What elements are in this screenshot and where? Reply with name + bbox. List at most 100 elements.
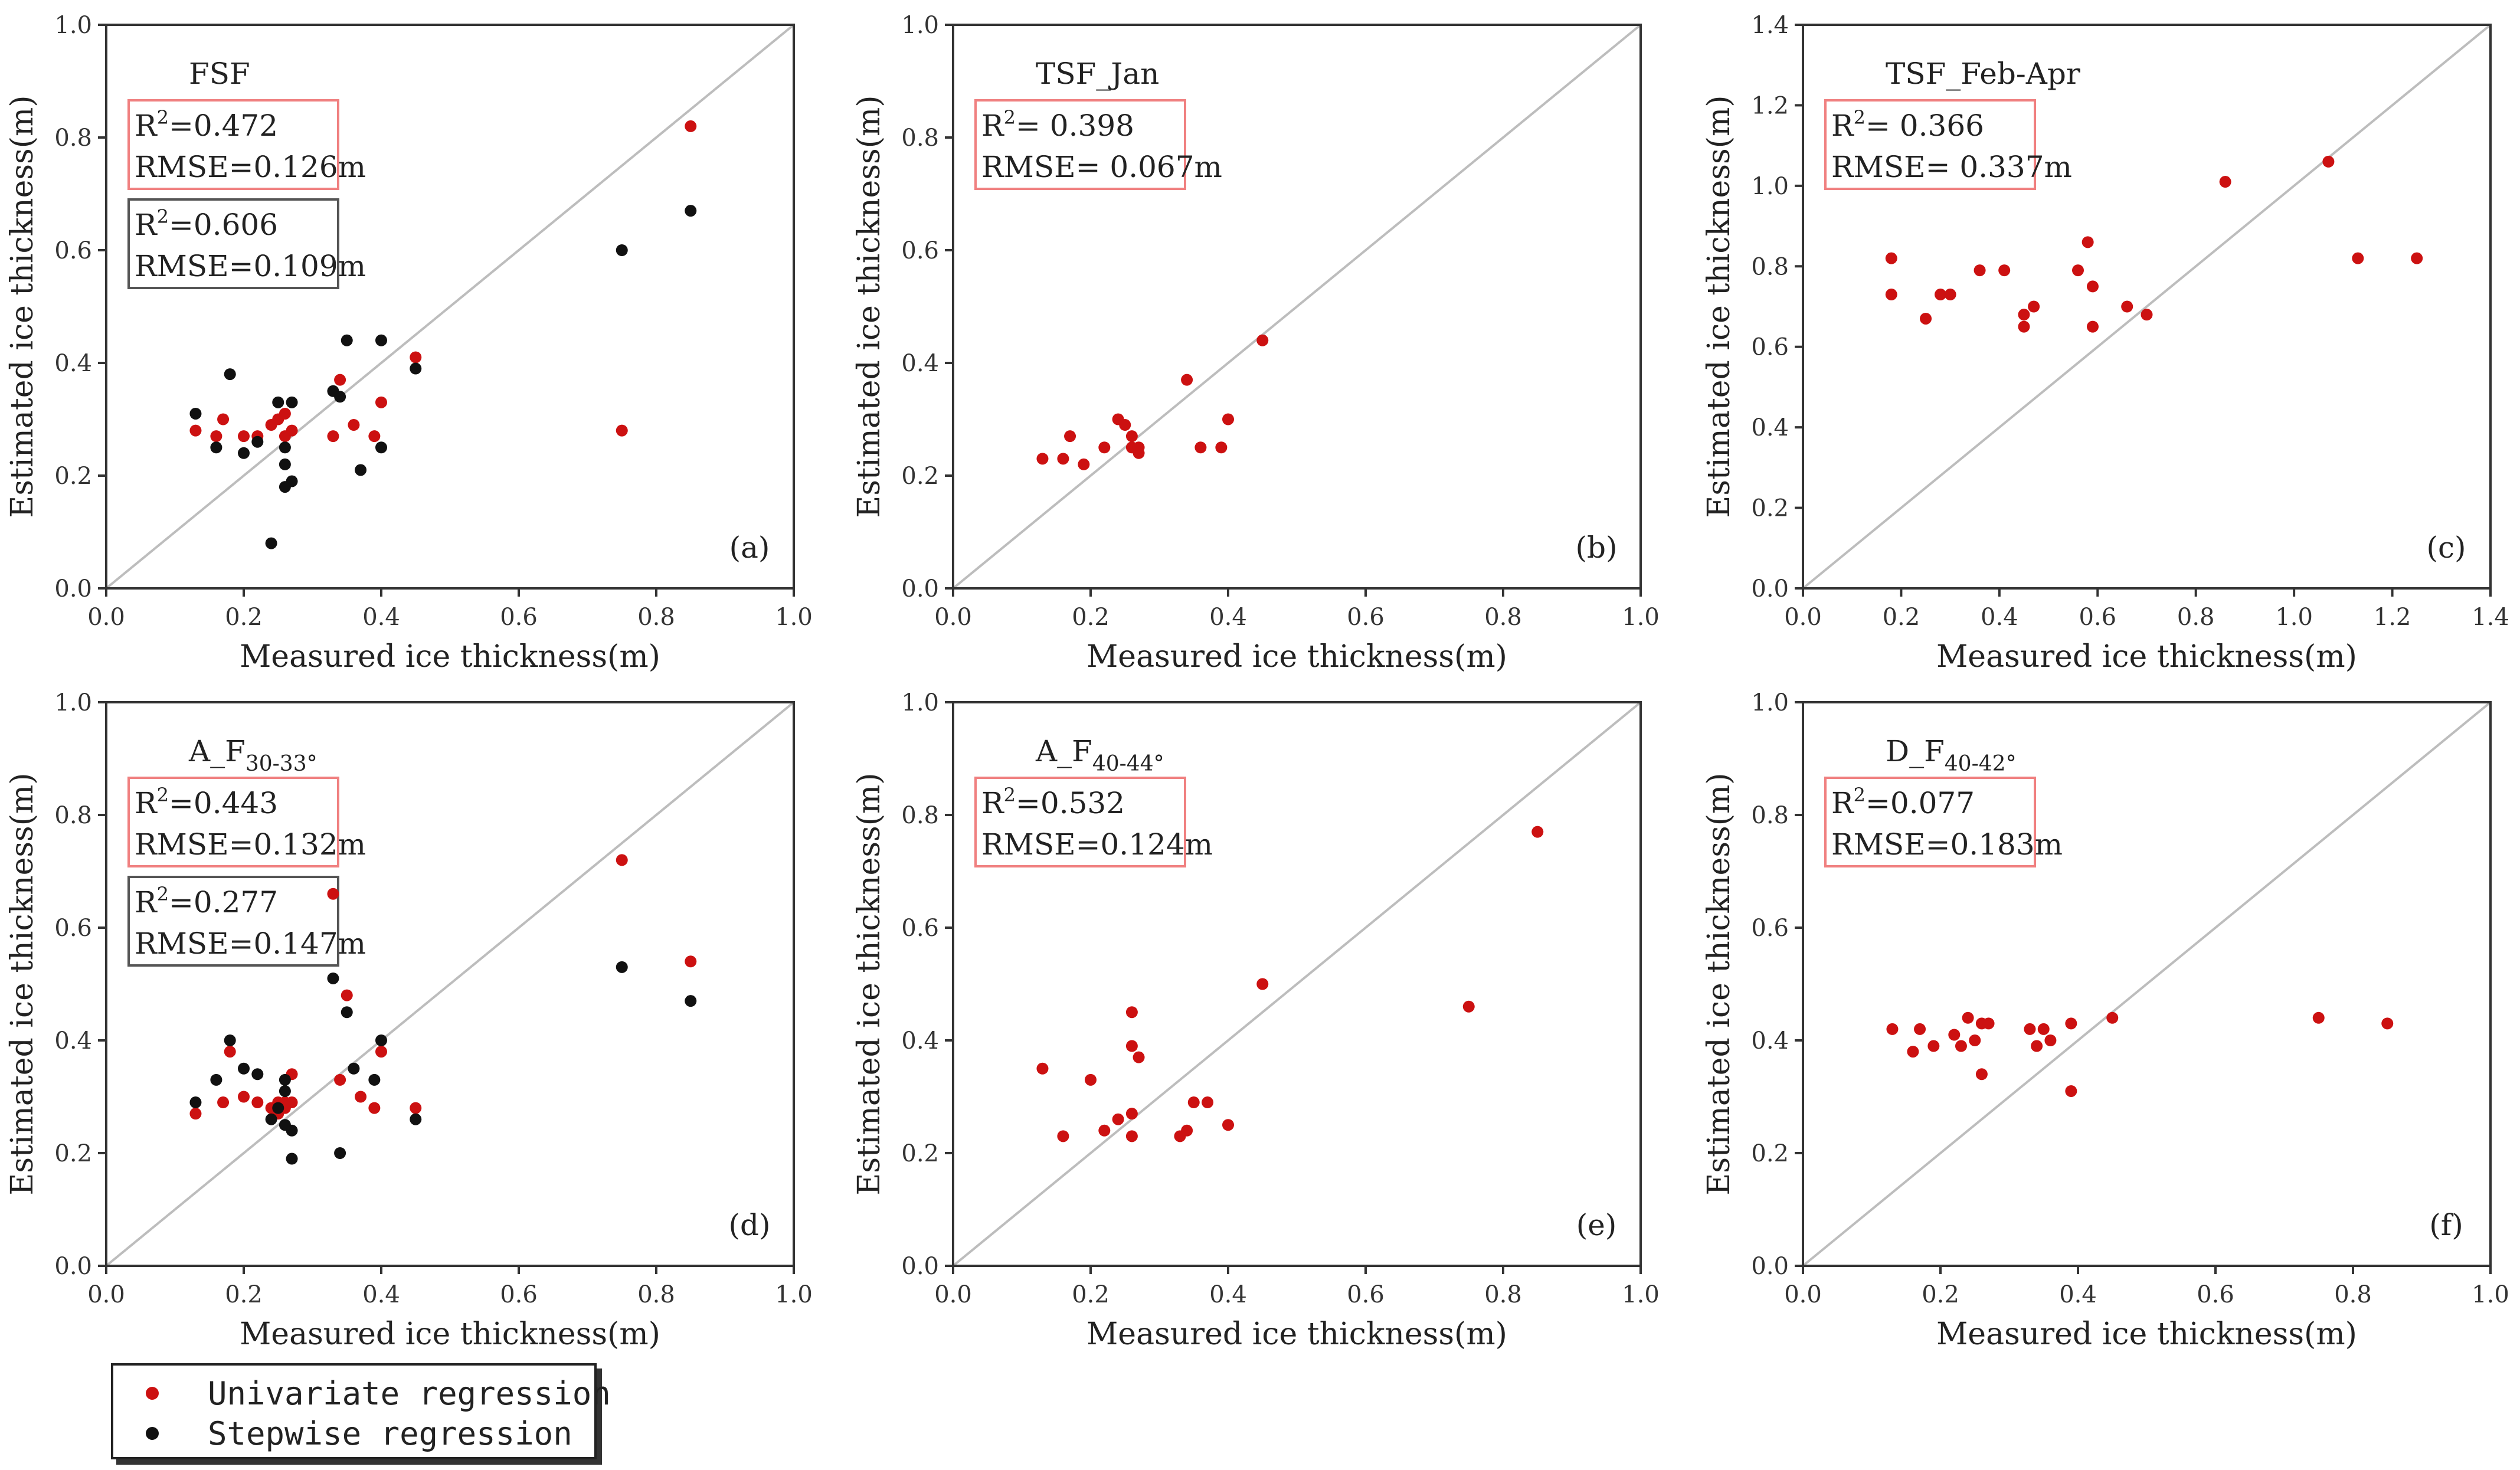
data-point-stepwise — [286, 396, 298, 408]
r-squared-value: =0.472 — [169, 109, 278, 143]
r-squared-symbol: R — [1831, 109, 1854, 143]
panel-title: A_F30-33° — [188, 734, 318, 776]
x-tick-label: 1.2 — [2374, 604, 2411, 631]
rmse-label: RMSE=0.147m — [135, 926, 366, 961]
panel-label: (e) — [1576, 1208, 1617, 1242]
data-point-univariate — [1982, 1017, 1995, 1030]
rmse-label: RMSE=0.132m — [135, 827, 366, 862]
plot-frame — [1802, 24, 2492, 590]
data-point-univariate — [189, 1108, 202, 1120]
data-point-univariate — [2381, 1017, 2394, 1030]
data-point-univariate — [1907, 1046, 1919, 1058]
y-axis-label: Estimated ice thickness(m) — [852, 95, 887, 518]
y-tick-label: 0.4 — [54, 350, 92, 377]
data-point-stepwise — [189, 1096, 202, 1109]
data-point-univariate — [2086, 280, 2099, 293]
y-tick-label: 1.0 — [54, 12, 92, 39]
data-point-stepwise — [210, 441, 222, 454]
data-point-univariate — [1462, 1000, 1475, 1013]
data-point-univariate — [1085, 1073, 1097, 1086]
y-axis-label: Estimated ice thickness(m) — [1701, 772, 1737, 1195]
data-point-univariate — [286, 424, 298, 437]
data-point-stepwise — [410, 362, 422, 375]
data-point-stepwise — [251, 1068, 264, 1081]
data-point-univariate — [1914, 1023, 1926, 1035]
rmse-label: RMSE=0.183m — [1831, 827, 2063, 862]
data-point-univariate — [1187, 1096, 1200, 1109]
data-point-univariate — [2352, 252, 2364, 264]
y-tick-label: 0.0 — [901, 1253, 939, 1280]
data-point-univariate — [238, 1091, 250, 1103]
y-tick-label: 0.8 — [901, 802, 939, 829]
stats-box-univariate — [1824, 777, 2036, 867]
data-point-univariate — [2031, 1040, 2043, 1052]
y-tick-label: 0.0 — [1751, 1253, 1789, 1280]
data-point-stepwise — [685, 995, 697, 1007]
y-tick-label: 0.4 — [1751, 1027, 1789, 1055]
data-point-univariate — [1531, 826, 1544, 838]
data-point-univariate — [2106, 1011, 2119, 1024]
x-tick-label: 0.2 — [225, 1281, 263, 1308]
x-tick-label: 0.8 — [2177, 604, 2215, 631]
x-tick-label: 0.6 — [500, 1281, 538, 1308]
x-tick-label: 1.4 — [2472, 604, 2509, 631]
data-point-univariate — [238, 430, 250, 443]
y-tick-label: 1.0 — [1751, 173, 1789, 200]
data-point-univariate — [1974, 264, 1986, 277]
panel-b: 0.0 0.2 0.4 0.6 0.8 1.0 0.0 0.2 0.4 0.6 0.8 1.0 Meas… — [852, 12, 1660, 675]
data-point-stepwise — [272, 1102, 284, 1114]
legend: Univariate regression Stepwise regressio… — [111, 1363, 611, 1459]
x-tick-label: 0.8 — [637, 604, 675, 631]
data-point-univariate — [1885, 289, 1897, 301]
x-tick-label: 1.0 — [1622, 604, 1660, 631]
data-point-univariate — [375, 396, 387, 408]
data-point-univariate — [2037, 1023, 2050, 1035]
y-tick-label: 0.8 — [54, 802, 92, 829]
x-tick-label: 0.2 — [225, 604, 263, 631]
stats-box-univariate — [127, 99, 339, 190]
panel-a: 0.0 0.2 0.4 0.6 0.8 1.0 0.0 0.2 0.4 0.6 0.8 1.0 Meas… — [5, 12, 813, 675]
r-squared-value: =0.277 — [169, 885, 278, 919]
data-point-univariate — [368, 1102, 381, 1114]
y-axis-label: Estimated ice thickness(m) — [1701, 95, 1737, 518]
x-tick-label: 0.2 — [1883, 604, 1920, 631]
x-tick-label: 0.6 — [2079, 604, 2116, 631]
y-tick-label: 0.2 — [1751, 495, 1789, 522]
data-point-univariate — [341, 989, 353, 1001]
data-point-univariate — [1975, 1068, 1988, 1081]
stats-box-univariate — [1824, 99, 2036, 190]
data-point-univariate — [1962, 1011, 1974, 1024]
one-to-one-line — [952, 701, 1642, 1267]
data-point-stepwise — [224, 368, 236, 381]
r-squared-value: =0.077 — [1866, 786, 1975, 820]
data-point-univariate — [2065, 1085, 2077, 1097]
data-point-stepwise — [341, 1006, 353, 1019]
data-point-univariate — [2121, 300, 2133, 313]
data-point-univariate — [1948, 1029, 1961, 1041]
stats-box-stepwise — [127, 198, 339, 289]
stats-box-univariate — [127, 777, 339, 867]
data-point-univariate — [251, 1096, 264, 1109]
x-tick-label: 0.4 — [1981, 604, 2018, 631]
data-point-univariate — [2018, 309, 2030, 321]
data-point-univariate — [1119, 419, 1131, 431]
legend-entry-stepwise: Stepwise regression — [113, 1413, 594, 1454]
y-axis-label: Estimated ice thickness(m) — [5, 95, 40, 518]
r-squared-exponent: 2 — [1004, 784, 1016, 806]
data-point-univariate — [616, 854, 628, 866]
r-squared-symbol: R — [981, 786, 1004, 820]
data-point-stepwise — [616, 244, 628, 256]
x-tick-label: 1.0 — [2275, 604, 2313, 631]
panel-title-subscript: 30-33° — [246, 752, 318, 776]
data-point-univariate — [224, 1046, 236, 1058]
x-tick-label: 0.4 — [1209, 1281, 1247, 1308]
data-point-univariate — [279, 407, 291, 420]
data-point-univariate — [1036, 453, 1049, 465]
data-point-univariate — [1057, 453, 1069, 465]
panel-d: 0.0 0.2 0.4 0.6 0.8 1.0 0.0 0.2 0.4 0.6 0.8 1.0 Meas… — [5, 689, 813, 1352]
panel-label: (f) — [2429, 1208, 2463, 1242]
data-point-univariate — [2028, 300, 2040, 313]
data-point-univariate — [410, 1102, 422, 1114]
x-tick-label: 1.0 — [1622, 1281, 1660, 1308]
